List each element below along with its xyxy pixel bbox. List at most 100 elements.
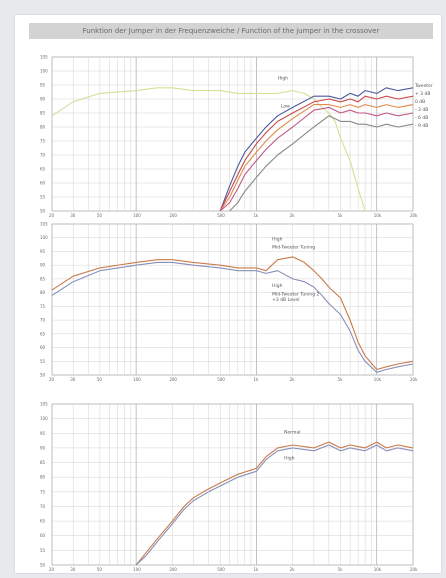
y-tick-label: 100 (40, 235, 48, 240)
x-tick-label: 500 (217, 567, 225, 572)
annotation-label: Mid-Tweeter Tuning (272, 245, 315, 251)
x-tick-label: 20 (49, 377, 55, 382)
x-tick-label: 1k (253, 213, 259, 218)
plot-frame (51, 223, 414, 376)
x-tick-label: 20k (410, 377, 418, 382)
y-tick-label: 80 (40, 475, 46, 480)
y-tick-label: 100 (40, 416, 48, 421)
x-tick-label: 20k (410, 567, 418, 572)
x-tick-label: 500 (217, 213, 225, 218)
x-tick-label: 100 (133, 567, 141, 572)
x-tick-label: 2k (290, 567, 296, 572)
y-tick-label: 80 (40, 125, 46, 130)
y-tick-label: 75 (40, 139, 46, 144)
legend-item: - 3 dB (415, 107, 428, 113)
y-tick-label: 50 (40, 373, 46, 378)
y-tick-label: 85 (40, 460, 46, 465)
x-tick-label: 10k (374, 213, 382, 218)
x-tick-label: 5k (338, 567, 344, 572)
plot-frame (51, 56, 414, 212)
x-tick-label: 10k (374, 377, 382, 382)
y-tick-label: 75 (40, 489, 46, 494)
y-tick-label: 55 (40, 195, 46, 200)
x-tick-label: 30 (70, 213, 76, 218)
x-tick-label: 10k (374, 567, 382, 572)
series-line-5 (219, 106, 414, 212)
y-tick-label: 55 (40, 359, 46, 364)
x-tick-label: 5k (338, 377, 344, 382)
x-tick-label: 20k (410, 213, 418, 218)
legend-title: Tweeter (414, 83, 433, 89)
y-tick-label: 90 (40, 97, 46, 102)
annotation-label: Low (281, 103, 290, 109)
annotation-label: High (272, 236, 282, 242)
y-tick-label: 60 (40, 533, 46, 538)
y-tick-label: 105 (40, 402, 48, 407)
y-tick-label: 75 (40, 304, 46, 309)
y-tick-label: 70 (40, 153, 46, 158)
y-tick-label: 90 (40, 263, 46, 268)
series-line-2 (51, 261, 414, 373)
banner-title: Funktion der Jumper in der Frequenzweich… (29, 23, 433, 39)
y-tick-label: 95 (40, 431, 46, 436)
y-tick-label: 105 (40, 222, 48, 227)
x-tick-label: 1k (253, 377, 259, 382)
x-tick-label: 5k (338, 213, 344, 218)
x-tick-label: 200 (169, 213, 177, 218)
annotation-label: Mid-Tweeter Tuning 2 (272, 291, 319, 297)
series-line-1 (51, 87, 366, 212)
y-tick-label: 85 (40, 276, 46, 281)
annotation-label: High (272, 283, 282, 289)
y-tick-label: 105 (40, 55, 48, 60)
annotation-label: High (278, 75, 288, 81)
legend-item: + 3 dB (415, 91, 430, 97)
series-line-1 (51, 256, 414, 371)
x-tick-label: 2k (290, 377, 296, 382)
plot-frame (51, 403, 414, 566)
series-line-2 (135, 444, 414, 566)
series-line-1 (135, 441, 414, 566)
y-tick-label: 70 (40, 504, 46, 509)
y-tick-label: 65 (40, 167, 46, 172)
x-tick-label: 100 (133, 377, 141, 382)
y-tick-label: 55 (40, 548, 46, 553)
legend-item: 0 dB (415, 99, 425, 105)
y-tick-label: 60 (40, 345, 46, 350)
y-tick-label: 65 (40, 331, 46, 336)
legend-item: - 9 dB (415, 123, 428, 129)
x-tick-label: 30 (70, 377, 76, 382)
annotation-label: Normal (284, 429, 300, 435)
x-tick-label: 2k (290, 213, 296, 218)
series-line-6 (229, 115, 414, 212)
x-tick-label: 100 (133, 213, 141, 218)
y-tick-label: 95 (40, 249, 46, 254)
y-tick-label: 50 (40, 563, 46, 568)
annotation-label: High (284, 456, 294, 462)
x-tick-label: 20 (49, 567, 55, 572)
y-tick-label: 70 (40, 318, 46, 323)
x-tick-label: 50 (97, 213, 103, 218)
legend-item: - 6 dB (415, 115, 428, 121)
x-tick-label: 50 (97, 377, 103, 382)
y-tick-label: 100 (40, 69, 48, 74)
annotation-label: +3 dB Level (272, 297, 299, 303)
y-tick-label: 90 (40, 445, 46, 450)
x-tick-label: 200 (169, 567, 177, 572)
x-tick-label: 50 (97, 567, 103, 572)
y-tick-label: 50 (40, 209, 46, 214)
series-line-2 (219, 87, 414, 212)
y-tick-label: 60 (40, 181, 46, 186)
x-tick-label: 200 (169, 377, 177, 382)
x-tick-label: 1k (253, 567, 259, 572)
series-line-3 (219, 95, 414, 212)
y-tick-label: 85 (40, 111, 46, 116)
series-line-4 (219, 104, 414, 212)
x-tick-label: 500 (217, 377, 225, 382)
y-tick-label: 80 (40, 290, 46, 295)
x-tick-label: 30 (70, 567, 76, 572)
y-tick-label: 65 (40, 519, 46, 524)
